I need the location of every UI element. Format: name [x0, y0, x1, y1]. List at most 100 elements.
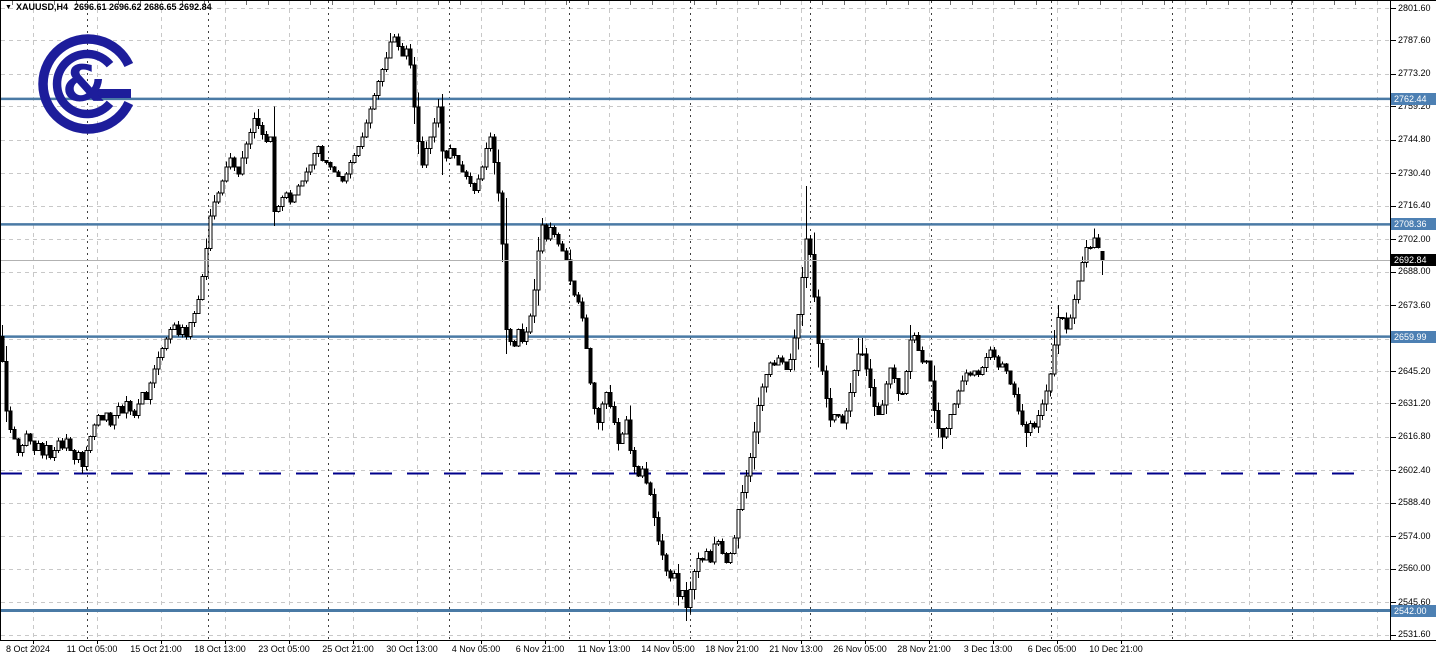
candle-up — [1000, 363, 1005, 368]
candle-up — [224, 166, 229, 182]
candle-up — [244, 143, 249, 159]
candle-up — [744, 475, 749, 494]
candle-up — [904, 370, 909, 395]
candle-down — [272, 136, 277, 212]
candle-up — [384, 57, 389, 71]
candle-down — [496, 162, 501, 194]
candle-down — [872, 387, 877, 407]
time-axis-tick — [673, 641, 674, 644]
candle-down — [808, 238, 813, 255]
candle-up — [476, 178, 481, 191]
candle-down — [12, 428, 17, 440]
candle-down — [936, 409, 941, 429]
candle-down — [492, 136, 497, 164]
candle-up — [548, 227, 553, 240]
candle-up — [732, 537, 737, 555]
price-axis-tick — [1391, 106, 1396, 107]
candle-up — [356, 145, 361, 157]
plot-area[interactable]: & — [0, 0, 1390, 641]
candle-up — [488, 136, 493, 150]
symbol-dropdown-icon[interactable]: ▼ — [5, 4, 12, 11]
candle-up — [148, 382, 153, 400]
candle-up — [848, 391, 853, 412]
candle-up — [376, 80, 381, 96]
candle-up — [692, 571, 697, 591]
logo-outer-arc — [38, 34, 134, 134]
candle-up — [292, 194, 297, 203]
candle-down — [652, 493, 657, 519]
price-axis-tick — [1391, 305, 1396, 306]
candle-up — [200, 275, 205, 301]
candle-down — [520, 329, 525, 342]
candle-down — [328, 162, 333, 168]
candle-down — [684, 589, 689, 608]
candle-down — [708, 550, 713, 563]
candle-down — [840, 415, 845, 424]
price-axis-tick — [1391, 40, 1396, 41]
candle-down — [16, 438, 21, 454]
price-axis-tick — [1391, 602, 1396, 603]
candle-down — [892, 367, 897, 379]
x-date-label: 25 Oct 21:00 — [322, 644, 374, 654]
candle-up — [112, 415, 117, 426]
candle-up — [312, 152, 317, 166]
candle-up — [972, 370, 977, 376]
price-axis[interactable]: 2801.60 2787.60 2773.20 2759.20 2744.80 2730.… — [1391, 0, 1436, 641]
candle-up — [832, 413, 837, 421]
x-date-label: 3 Dec 13:00 — [963, 644, 1013, 654]
candle-up — [696, 557, 701, 573]
candle-up — [856, 353, 861, 371]
candle-down — [472, 182, 477, 191]
candle-down — [724, 553, 729, 563]
y-tick-label: 2616.80 — [1398, 431, 1431, 441]
candle-up — [1044, 390, 1049, 405]
candle-down — [868, 368, 873, 389]
price-axis-tick — [1391, 470, 1396, 471]
time-axis[interactable]: 8 Oct 2024 11 Oct 05:00 15 Oct 21:00 18 Oct… — [0, 641, 1436, 659]
candle-up — [192, 312, 197, 324]
candle-up — [620, 433, 625, 444]
candle-up — [160, 347, 165, 359]
candle-up — [1072, 299, 1077, 319]
x-date-label: 18 Nov 21:00 — [705, 644, 759, 654]
price-line-label: 2762.44 — [1391, 93, 1436, 105]
current-price-label: 2692.84 — [1391, 254, 1436, 266]
candle-down — [544, 224, 549, 240]
candle-up — [804, 238, 809, 278]
candle-down — [400, 46, 405, 57]
candle-down — [772, 362, 777, 366]
candle-up — [788, 358, 793, 371]
candle-down — [1012, 383, 1017, 396]
x-date-label: 8 Oct 2024 — [5, 644, 51, 654]
candle-up — [1040, 403, 1045, 417]
candle-down — [1064, 317, 1069, 330]
candle-down — [100, 415, 105, 421]
candle-down — [0, 336, 5, 362]
candle-down — [120, 405, 125, 414]
candle-down — [68, 438, 73, 451]
candle-down — [812, 253, 817, 298]
candle-up — [524, 331, 529, 342]
price-axis-tick — [1391, 403, 1396, 404]
candle-up — [180, 326, 185, 335]
candle-up — [352, 155, 357, 164]
candle-down — [452, 148, 457, 157]
candle-down — [80, 452, 85, 468]
grid-layer — [0, 1, 1390, 640]
time-axis-tick — [33, 641, 34, 644]
candle-down — [396, 36, 401, 48]
candle-up — [348, 162, 353, 175]
x-date-label: 6 Dec 05:00 — [1027, 644, 1077, 654]
y-tick-label: 2787.60 — [1398, 35, 1431, 45]
y-tick-label: 2716.40 — [1398, 200, 1431, 210]
candle-up — [136, 403, 141, 417]
candle-down — [28, 433, 33, 442]
candle-down — [780, 357, 785, 363]
candle-down — [40, 442, 45, 456]
candle-down — [60, 440, 65, 449]
candle-down — [916, 334, 921, 352]
candle-up — [304, 171, 309, 182]
candle-down — [572, 280, 577, 296]
candle-up — [792, 337, 797, 360]
candle-down — [32, 440, 37, 451]
